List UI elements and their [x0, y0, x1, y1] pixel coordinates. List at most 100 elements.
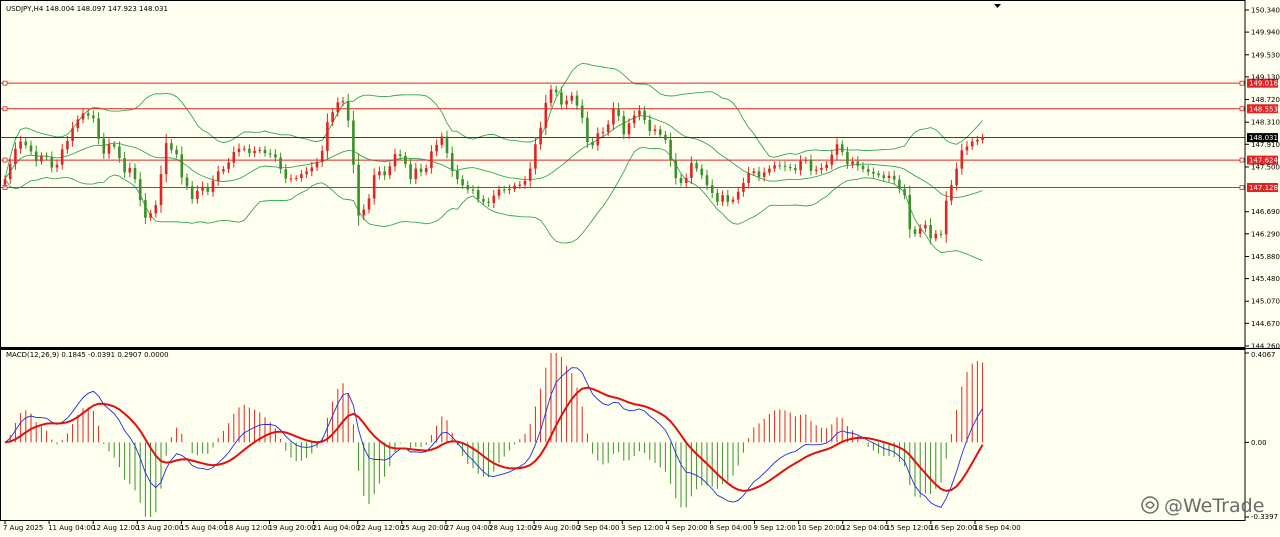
- candle-bear: [586, 117, 589, 143]
- candle-bear: [118, 146, 121, 159]
- time-tick-label: 21 Aug 04:00: [313, 524, 360, 532]
- time-tick-label: 18 Sep 04:00: [974, 524, 1021, 532]
- time-tick-label: 8 Sep 04:00: [709, 524, 751, 532]
- candle-bear: [97, 118, 100, 139]
- candle-bull: [211, 180, 215, 192]
- candle-bear: [705, 175, 709, 186]
- time-tick-label: 7 Aug 2025: [3, 524, 43, 532]
- candle-bear: [674, 160, 678, 178]
- candlesticks: [3, 84, 984, 245]
- candle-bear: [456, 170, 459, 180]
- candle-bull: [76, 119, 80, 129]
- candle-bear: [466, 185, 470, 190]
- candle-bull: [40, 155, 43, 162]
- level-anchor-right: [1239, 157, 1245, 163]
- candle-bear: [404, 155, 407, 165]
- macd-line: [4, 367, 983, 508]
- price-tick-label: 146.290: [1251, 230, 1280, 238]
- candle-bear: [840, 144, 844, 153]
- level-price-tag: [1247, 155, 1278, 165]
- candle-bull: [216, 171, 220, 181]
- candle-bear: [206, 186, 210, 192]
- candle-bear: [248, 148, 251, 154]
- candle-bear: [648, 119, 652, 132]
- candle-bull: [721, 195, 724, 202]
- candle-bear: [445, 136, 449, 154]
- level-price-label: 148.553: [1249, 105, 1278, 113]
- candle-bull: [492, 195, 496, 203]
- candle-bull: [830, 154, 834, 165]
- candle-bull: [544, 102, 548, 128]
- candle-bull: [326, 122, 329, 151]
- candle-bull: [934, 233, 938, 239]
- candle-bull: [196, 190, 199, 199]
- candle-bear: [461, 179, 464, 186]
- candle-bear: [846, 152, 849, 165]
- candle-bull: [222, 169, 225, 172]
- candle-bull: [71, 128, 74, 141]
- candle-bull: [773, 165, 776, 169]
- candle-bull: [918, 228, 922, 234]
- candle-bear: [695, 163, 698, 169]
- candle-bear: [419, 168, 423, 172]
- candle-bull: [814, 169, 818, 171]
- candle-bull: [570, 95, 574, 101]
- price-tick-label: 150.340: [1251, 7, 1280, 15]
- candle-bear: [144, 200, 147, 218]
- candle-bear: [929, 224, 932, 239]
- price-tick-label: 149.530: [1251, 51, 1280, 59]
- time-tick-label: 2 Sep 04:00: [577, 524, 619, 532]
- candle-bear: [622, 116, 626, 135]
- candle-bull: [955, 168, 958, 186]
- level-price-label: 147.128: [1249, 184, 1278, 192]
- candle-bull: [388, 166, 392, 176]
- candle-bull: [8, 164, 12, 180]
- candle-bull: [497, 189, 501, 196]
- candle-bull: [315, 161, 319, 168]
- level-anchor-right: [1239, 80, 1245, 86]
- candle-bull: [154, 205, 158, 214]
- candle-bull: [294, 178, 298, 179]
- time-tick-label: 12 Sep 04:00: [842, 524, 889, 532]
- time-tick-label: 15 Sep 12:00: [886, 524, 933, 532]
- macd-tick-label: 0.00: [1251, 439, 1267, 447]
- candle-bear: [482, 199, 485, 202]
- price-tick-label: 145.070: [1251, 298, 1280, 306]
- candle-bull: [128, 168, 132, 173]
- candle-bear: [133, 168, 137, 180]
- time-tick-label: 27 Aug 04:00: [445, 524, 492, 532]
- candle-bear: [450, 153, 454, 171]
- candle-bull: [804, 159, 808, 161]
- candle-bull: [237, 148, 241, 153]
- candle-bear: [877, 173, 880, 176]
- candle-bull: [232, 152, 236, 163]
- level-anchor-right: [1239, 185, 1245, 190]
- candle-bull: [638, 110, 641, 116]
- price-tick-label: 148.310: [1251, 119, 1280, 127]
- level-price-label: 147.624: [1249, 157, 1278, 165]
- price-tick-label: 148.720: [1251, 96, 1280, 104]
- candle-bull: [518, 184, 522, 186]
- candle-bear: [274, 154, 277, 158]
- candle-bull: [924, 224, 927, 229]
- candle-bear: [908, 195, 912, 230]
- candle-bull: [606, 124, 610, 133]
- bollinger-upper-band: [4, 62, 983, 180]
- candle-bull: [320, 150, 324, 162]
- candle-bear: [778, 165, 782, 167]
- candle-bull: [14, 148, 17, 165]
- candle-bull: [736, 191, 740, 200]
- candle-bull: [440, 136, 444, 145]
- candle-bull: [513, 185, 516, 190]
- candle-bull: [367, 198, 371, 210]
- watermark-text: @WeTrade: [1164, 495, 1264, 517]
- shift-marker-icon[interactable]: [994, 4, 1001, 8]
- candle-bear: [939, 233, 943, 235]
- candle-bear: [398, 154, 402, 156]
- candle-bear: [882, 175, 886, 178]
- candle-bear: [664, 134, 667, 140]
- candle-bull: [430, 151, 433, 169]
- candle-bear: [29, 145, 33, 152]
